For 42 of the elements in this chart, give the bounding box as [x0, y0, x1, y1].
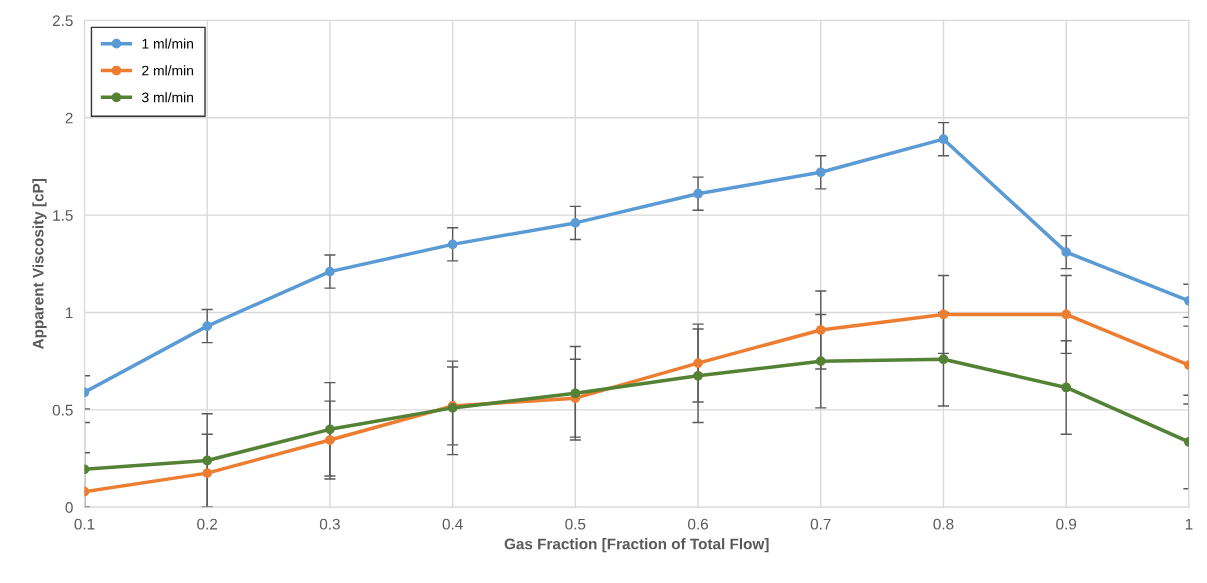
point [325, 266, 335, 277]
legend-label: 3 ml/min [141, 92, 194, 103]
y-tick-label: 0 [65, 502, 73, 513]
point [1061, 382, 1072, 393]
x-tick-label: 0.8 [933, 518, 954, 530]
x-tick-label: 0.1 [74, 518, 95, 530]
x-tick-label: 0.2 [197, 518, 218, 530]
point [815, 167, 826, 178]
point [938, 134, 949, 145]
point [815, 356, 826, 367]
legend-label: 1 ml/min [142, 38, 194, 49]
x-tick-label: 0.7 [810, 518, 831, 530]
point [938, 354, 949, 365]
x-tick-label: 0.9 [1056, 518, 1077, 530]
point [693, 370, 703, 381]
point [1061, 309, 1072, 320]
x-axis-title: Gas Fraction [Fraction of Total Flow] [504, 538, 769, 553]
x-tick-label: 1 [1185, 518, 1193, 530]
point [693, 188, 703, 199]
point [325, 424, 335, 435]
y-tick-label: 1 [66, 307, 73, 319]
y-tick-label: 0.5 [52, 404, 73, 416]
point [325, 435, 335, 445]
point [938, 309, 949, 320]
point [202, 468, 213, 478]
y-tick-label: 2.5 [52, 15, 73, 27]
x-tick-label: 0.5 [565, 518, 586, 530]
x-tick-label: 0.6 [688, 518, 708, 530]
x-tick-label: 0.3 [319, 518, 340, 530]
x-tick-label: 0.4 [442, 518, 463, 530]
point [693, 358, 703, 368]
point [570, 388, 581, 399]
point [202, 321, 213, 331]
point [570, 218, 581, 228]
point [815, 325, 826, 335]
y-axis-title: Apparent Viscosity [cP] [32, 179, 47, 350]
point [202, 455, 213, 466]
y-tick-label: 1.5 [53, 210, 73, 221]
legend-label: 2 ml/min [142, 65, 194, 76]
point [447, 239, 458, 250]
y-tick-label: 2 [65, 112, 73, 124]
point [1061, 247, 1072, 257]
